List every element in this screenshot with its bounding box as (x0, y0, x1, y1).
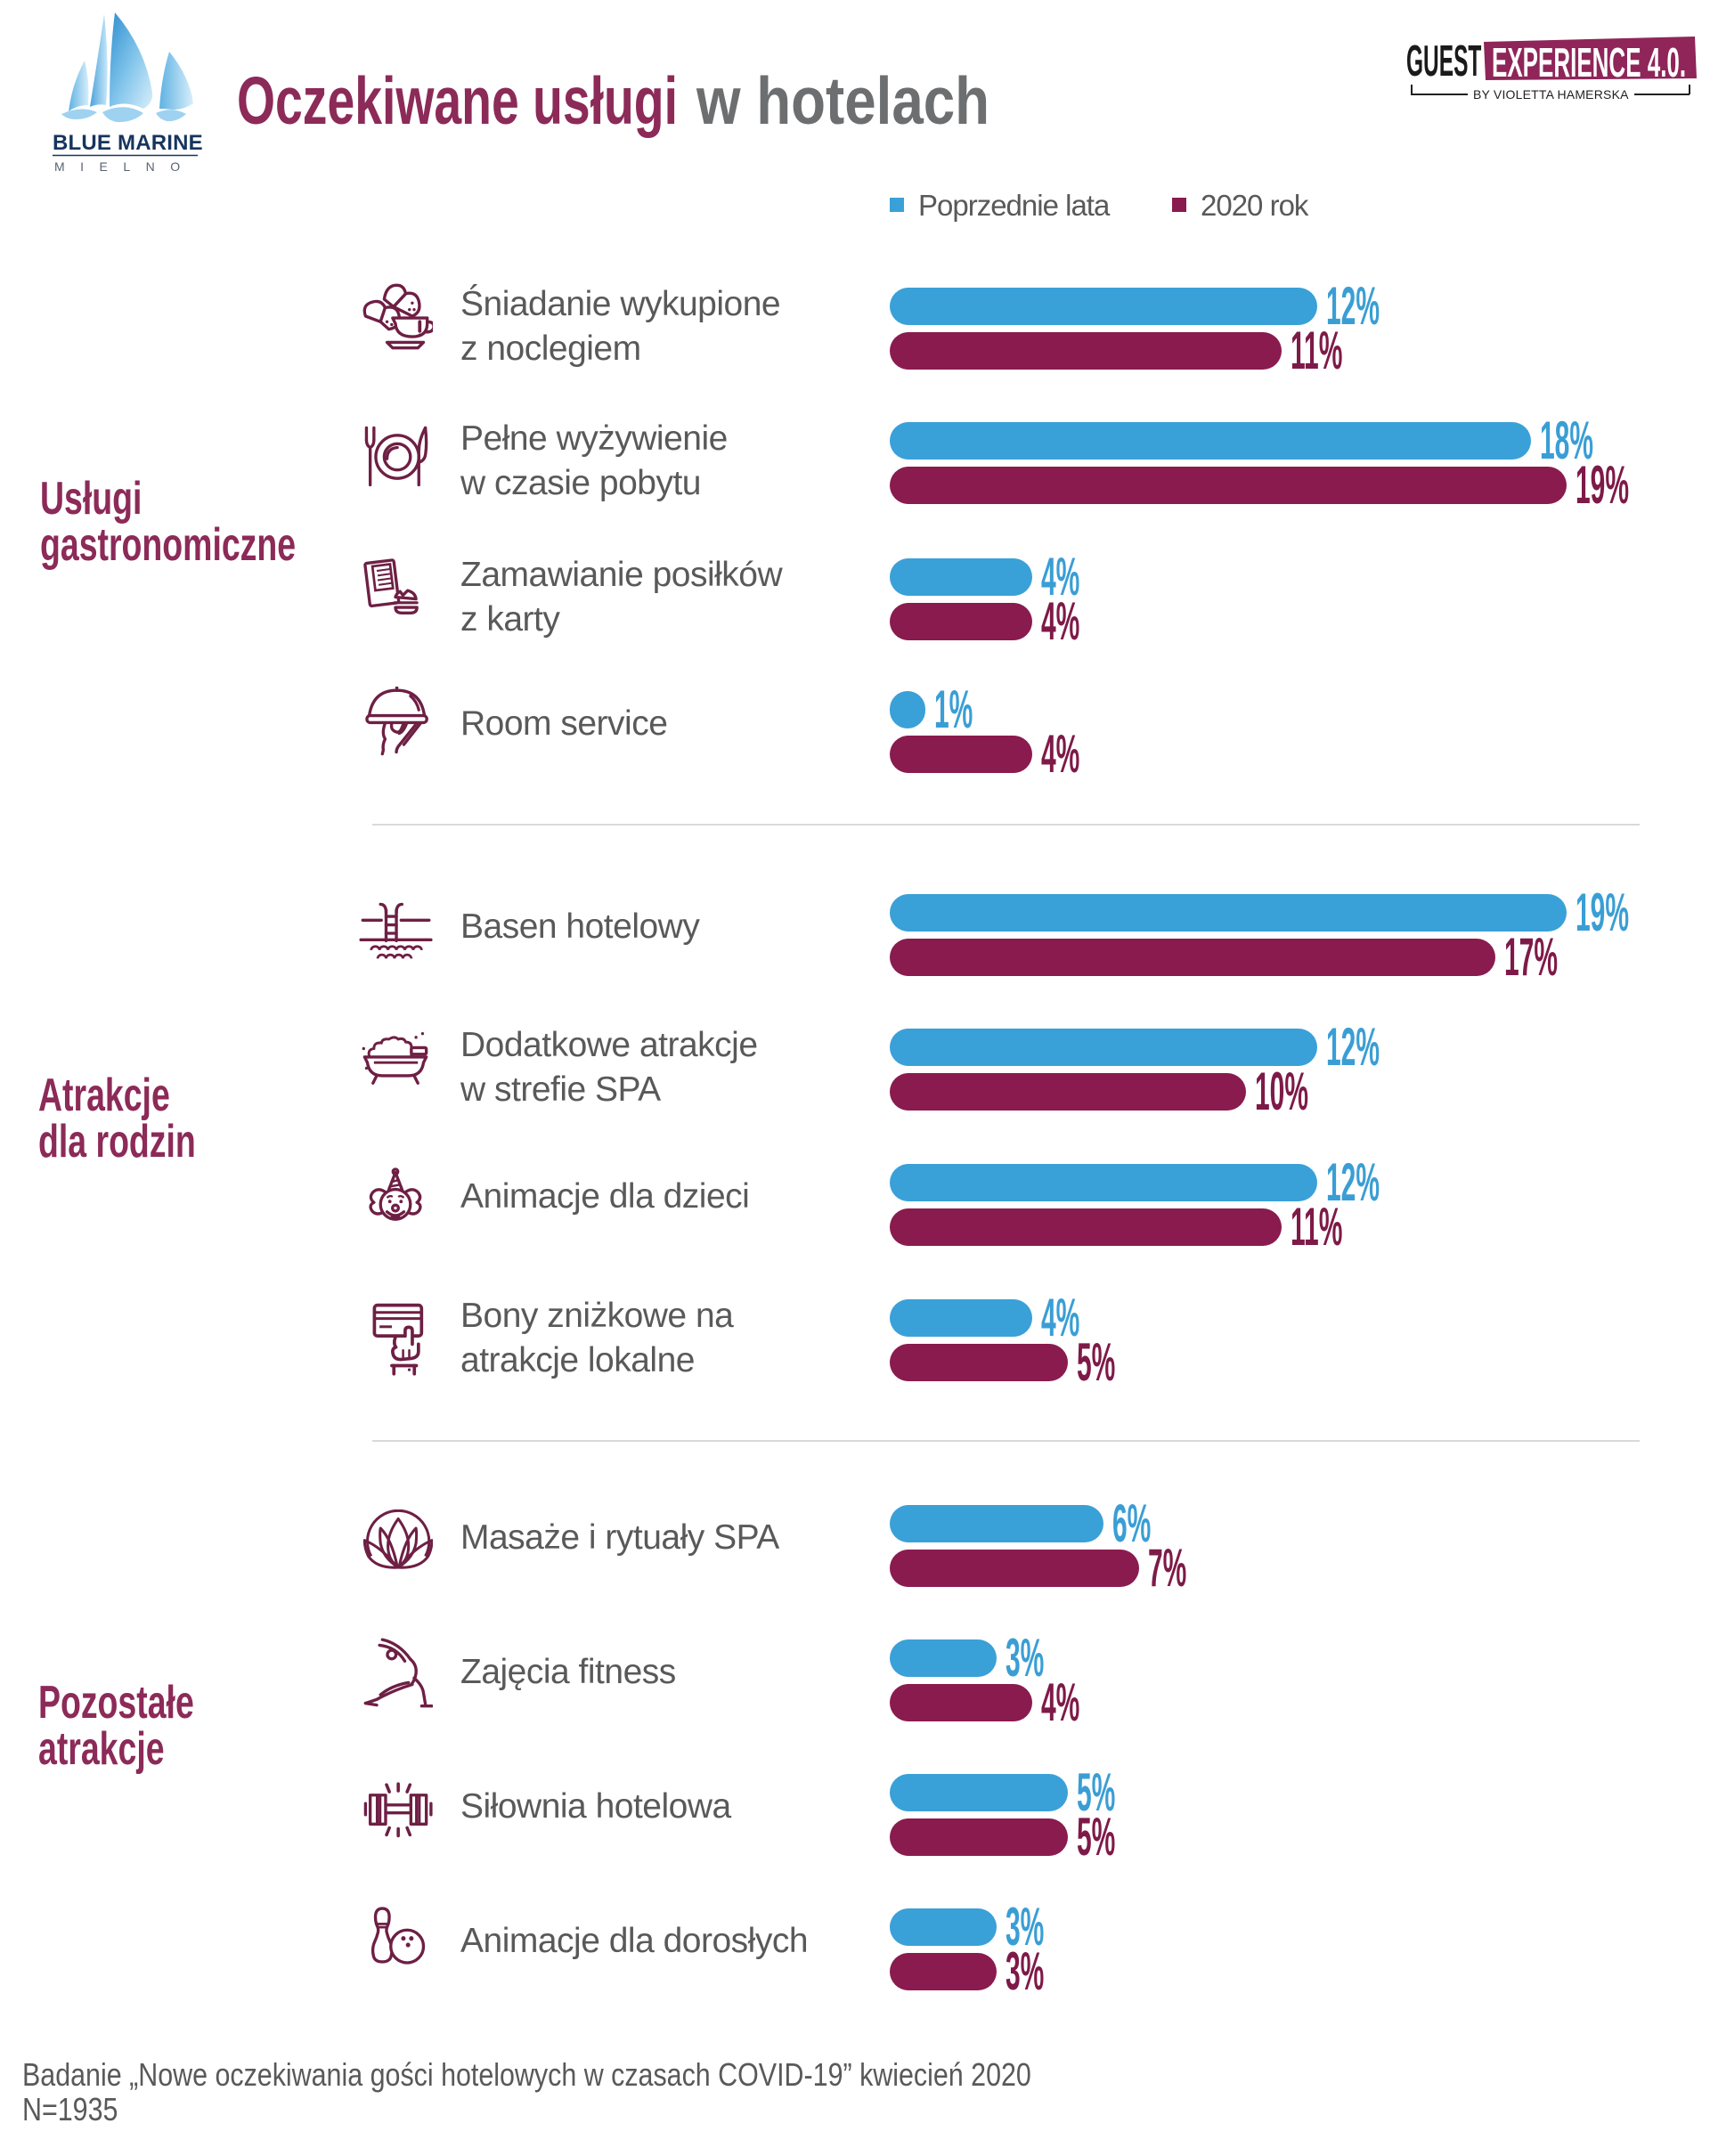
svg-text:BLUE MARINE: BLUE MARINE (53, 131, 202, 155)
svg-text:MIELNO: MIELNO (54, 159, 196, 174)
